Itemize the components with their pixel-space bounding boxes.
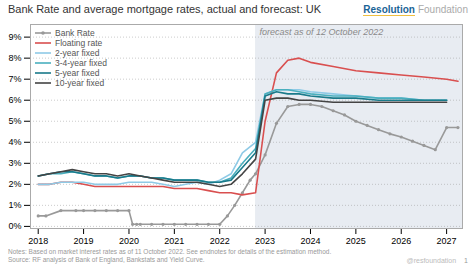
html-text:3-4-year fixed: 3-4-year fixed	[55, 58, 107, 68]
html-text:Source: RF analysis of Bank of: Source: RF analysis of Bank of England, …	[8, 256, 205, 263]
svg-text:4%: 4%	[8, 137, 21, 147]
svg-text:2026: 2026	[391, 236, 411, 246]
svg-text:2027: 2027	[437, 236, 457, 246]
svg-text:2022: 2022	[210, 236, 230, 246]
svg-text:2023: 2023	[255, 236, 275, 246]
svg-text:2%: 2%	[8, 179, 21, 189]
html-text:2-year fixed: 2-year fixed	[55, 48, 100, 58]
svg-text:1%: 1%	[8, 200, 21, 210]
svg-text:2024: 2024	[300, 236, 320, 246]
html-text:Notes: Based on market interes: Notes: Based on market interest rates as…	[8, 248, 332, 255]
svg-text:6%: 6%	[8, 95, 21, 105]
svg-text:2020: 2020	[119, 236, 139, 246]
html-text:Bank Rate and average mortgage: Bank Rate and average mortgage rates, ac…	[8, 3, 322, 15]
svg-text:8%: 8%	[8, 53, 21, 63]
svg-text:5%: 5%	[8, 116, 21, 126]
svg-text:2025: 2025	[346, 236, 366, 246]
html-text:Floating rate: Floating rate	[55, 38, 103, 48]
html-text:@resfoundation: @resfoundation	[406, 257, 457, 264]
svg-text:9%: 9%	[8, 32, 21, 42]
html-text:1: 1	[464, 257, 468, 264]
svg-text:0%: 0%	[8, 221, 21, 231]
svg-text:2021: 2021	[164, 236, 184, 246]
svg-text:forecast as of 12 October 2022: forecast as of 12 October 2022	[260, 27, 384, 37]
html-text:10-year fixed: 10-year fixed	[55, 78, 105, 88]
svg-text:3%: 3%	[8, 158, 21, 168]
svg-text:2019: 2019	[74, 236, 94, 246]
html-text:Bank Rate: Bank Rate	[55, 28, 95, 38]
html-text:5-year fixed: 5-year fixed	[55, 68, 100, 78]
html-text:Resolution Foundation: Resolution Foundation	[363, 4, 468, 15]
svg-text:2018: 2018	[28, 236, 48, 246]
svg-text:7%: 7%	[8, 74, 21, 84]
